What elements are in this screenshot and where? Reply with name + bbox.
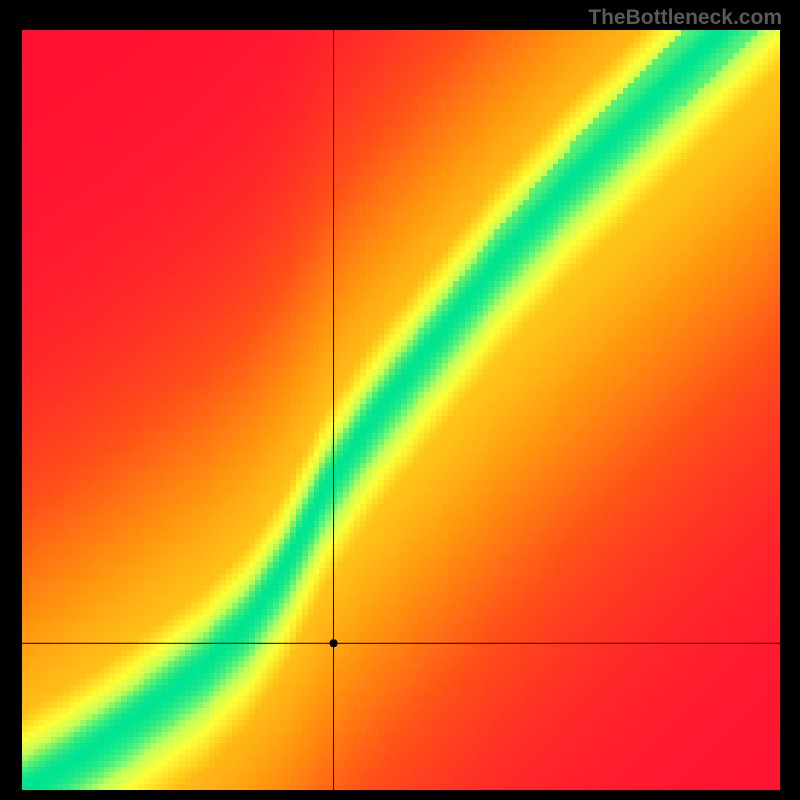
chart-container: TheBottleneck.com [0, 0, 800, 800]
heatmap-canvas [0, 0, 800, 800]
watermark-text: TheBottleneck.com [588, 6, 782, 30]
